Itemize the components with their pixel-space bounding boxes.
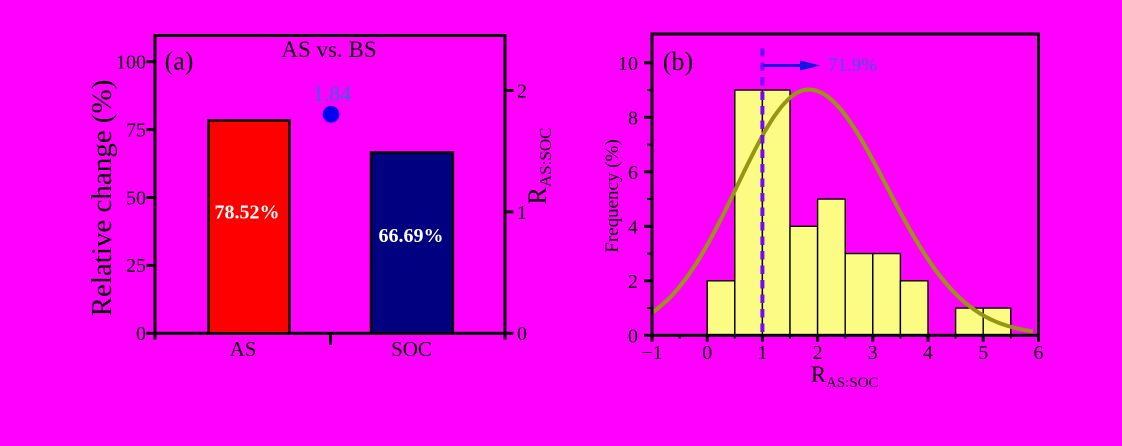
svg-text:5: 5 bbox=[978, 342, 988, 364]
svg-text:1: 1 bbox=[757, 342, 767, 364]
svg-text:Frequency (%): Frequency (%) bbox=[602, 139, 623, 252]
svg-text:50: 50 bbox=[126, 187, 146, 209]
svg-text:(b): (b) bbox=[663, 47, 693, 76]
svg-text:2: 2 bbox=[813, 342, 823, 364]
svg-text:25: 25 bbox=[126, 255, 146, 277]
svg-text:1: 1 bbox=[517, 202, 527, 224]
svg-text:10: 10 bbox=[618, 53, 638, 75]
svg-text:3: 3 bbox=[868, 342, 878, 364]
svg-text:71.9%: 71.9% bbox=[828, 55, 877, 76]
svg-text:66.69%: 66.69% bbox=[379, 225, 444, 247]
svg-text:−1: −1 bbox=[641, 342, 662, 364]
svg-text:2: 2 bbox=[517, 81, 527, 103]
svg-text:75: 75 bbox=[126, 119, 146, 141]
svg-text:0: 0 bbox=[517, 323, 527, 345]
svg-text:2: 2 bbox=[628, 271, 638, 293]
svg-text:0: 0 bbox=[136, 323, 146, 345]
svg-text:6: 6 bbox=[1034, 342, 1044, 364]
svg-text:AS vs. BS: AS vs. BS bbox=[281, 37, 376, 62]
svg-text:0: 0 bbox=[628, 325, 638, 347]
svg-text:SOC: SOC bbox=[391, 337, 432, 361]
svg-text:4: 4 bbox=[923, 342, 933, 364]
svg-text:Relative change (%): Relative change (%) bbox=[86, 80, 118, 317]
svg-text:1.84: 1.84 bbox=[313, 81, 352, 106]
svg-text:8: 8 bbox=[628, 107, 638, 129]
svg-text:AS: AS bbox=[230, 337, 257, 361]
svg-text:78.52%: 78.52% bbox=[215, 202, 280, 224]
svg-text:(a): (a) bbox=[165, 47, 194, 76]
svg-text:100: 100 bbox=[116, 52, 146, 74]
svg-text:6: 6 bbox=[628, 162, 638, 184]
svg-text:0: 0 bbox=[702, 342, 712, 364]
svg-text:4: 4 bbox=[628, 216, 638, 238]
